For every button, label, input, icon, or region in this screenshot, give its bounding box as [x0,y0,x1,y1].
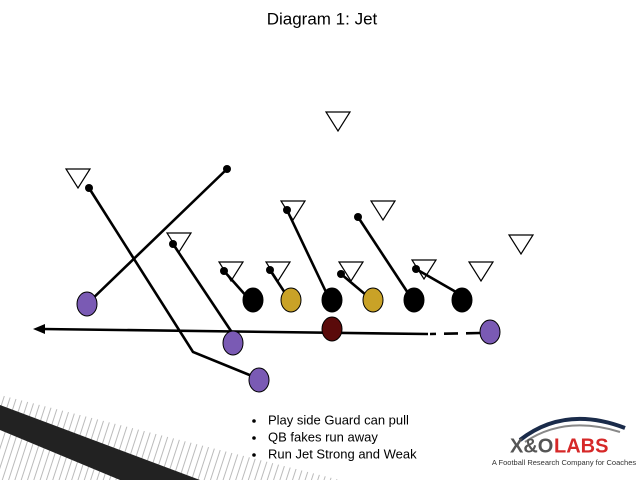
bullets: Play side Guard can pull QB fakes run aw… [252,412,417,461]
logo-word: LABS [554,435,608,457]
decor-wedge [0,395,340,480]
bullet: QB fakes run away [268,429,378,444]
offense [76,287,501,393]
routes [33,165,481,378]
logo-mark: X&O [510,435,553,457]
title: Diagram 1: Jet [267,9,378,28]
bullet: Run Jet Strong and Weak [268,446,417,461]
logo: X&O LABS A Football Research Company for… [492,416,636,467]
bullet: Play side Guard can pull [268,412,409,427]
defenders [64,111,535,283]
logo-tagline: A Football Research Company for Coaches [492,458,636,467]
